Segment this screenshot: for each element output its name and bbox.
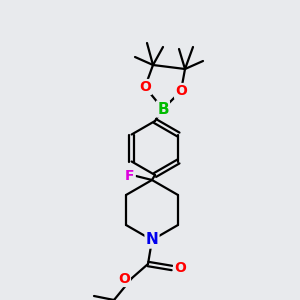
Text: O: O (139, 80, 151, 94)
Text: O: O (118, 272, 130, 286)
Text: N: N (146, 232, 158, 247)
Text: F: F (125, 169, 135, 183)
Text: O: O (175, 84, 187, 98)
Text: O: O (174, 261, 186, 275)
Text: B: B (157, 101, 169, 116)
